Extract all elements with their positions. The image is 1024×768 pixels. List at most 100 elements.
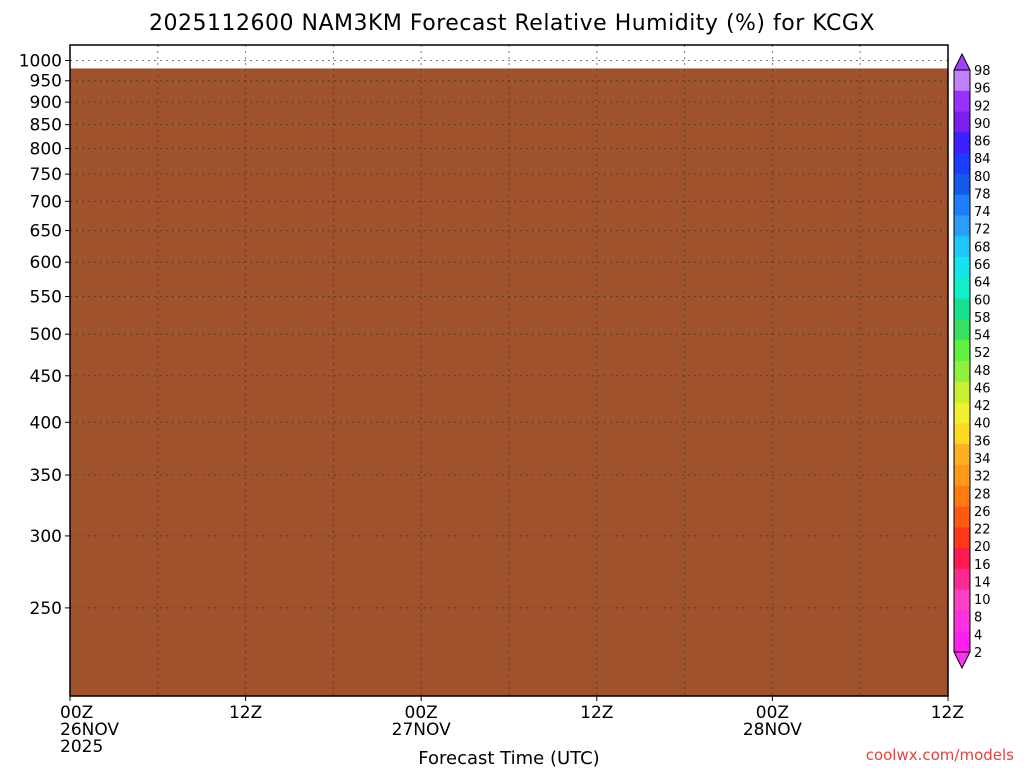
y-tick-label: 950 (30, 72, 62, 92)
y-tick-label: 400 (30, 413, 62, 433)
x-tick-label: 12Z (580, 703, 613, 723)
x-tick-label: 12Z (931, 703, 964, 723)
colorbar-swatch (954, 506, 970, 528)
x-tick-label: 00Z (60, 703, 93, 723)
colorbar-max-arrow (953, 52, 971, 71)
colorbar-label: 58 (974, 311, 991, 326)
colorbar-label: 74 (974, 205, 991, 220)
y-tick-label: 250 (30, 599, 62, 619)
chart-title: 2025112600 NAM3KM Forecast Relative Humi… (149, 11, 875, 36)
colorbar-label: 78 (974, 187, 991, 202)
colorbar-label: 98 (974, 64, 991, 79)
plot-area (70, 45, 948, 696)
colorbar-label: 86 (974, 135, 991, 150)
y-tick-label: 550 (30, 288, 62, 308)
colorbar-swatch (954, 631, 970, 653)
x-tick-label: 27NOV (392, 720, 451, 740)
colorbar-label: 16 (974, 558, 991, 573)
colorbar-label: 28 (974, 487, 991, 502)
colorbar-label: 14 (974, 575, 991, 590)
credit-text: coolwx.com/models (866, 746, 1014, 764)
colorbar-swatch (954, 90, 970, 113)
colorbar-label: 96 (974, 82, 991, 97)
colorbar-swatch (954, 548, 970, 570)
colorbar-swatch (954, 153, 970, 175)
y-tick-label: 650 (30, 222, 62, 242)
colorbar-swatch (954, 215, 970, 237)
colorbar-label: 54 (974, 329, 991, 344)
colorbar-label: 68 (974, 240, 991, 255)
y-tick-label: 750 (30, 165, 62, 185)
x-tick-label: 00Z (756, 703, 789, 723)
y-tick-label: 700 (30, 192, 62, 212)
colorbar-label: 10 (974, 593, 991, 608)
y-tick-label: 850 (30, 116, 62, 136)
colorbar-swatch (954, 277, 970, 300)
colorbar-swatch (954, 340, 970, 362)
colorbar-swatch (954, 610, 970, 632)
colorbar-min-arrow (953, 651, 971, 670)
colorbar-label: 84 (974, 152, 991, 167)
colorbar-swatch (954, 173, 970, 196)
colorbar: 9896929086848078747268666460585452484642… (953, 52, 991, 670)
colorbar-swatch (954, 319, 970, 341)
x-axis-label: Forecast Time (UTC) (418, 748, 599, 768)
y-tick-label: 300 (30, 527, 62, 547)
colorbar-label: 4 (974, 628, 982, 643)
colorbar-swatch (954, 236, 970, 258)
x-tick-label: 00Z (405, 703, 438, 723)
colorbar-swatch (954, 257, 970, 279)
colorbar-label: 20 (974, 540, 991, 555)
x-tick-label: 28NOV (743, 720, 802, 740)
y-tick-label: 350 (30, 466, 62, 486)
colorbar-label: 64 (974, 276, 991, 291)
x-tick-label: 26NOV (60, 720, 119, 740)
colorbar-swatch (954, 132, 970, 154)
colorbar-swatch (954, 194, 970, 217)
colorbar-label: 8 (974, 611, 982, 626)
colorbar-swatch (954, 381, 970, 404)
colorbar-swatch (954, 298, 970, 321)
y-tick-label: 500 (30, 325, 62, 345)
colorbar-label: 22 (974, 523, 991, 538)
colorbar-label: 34 (974, 452, 991, 467)
colorbar-label: 26 (974, 505, 991, 520)
colorbar-label: 32 (974, 470, 991, 485)
colorbar-label: 36 (974, 434, 991, 449)
colorbar-frame (953, 69, 971, 653)
y-tick-label: 1000 (19, 51, 62, 71)
colorbar-label: 42 (974, 399, 991, 414)
colorbar-label: 2 (974, 646, 982, 661)
colorbar-swatch (954, 568, 970, 591)
colorbar-swatch (954, 70, 970, 92)
y-tick-label: 800 (30, 140, 62, 160)
colorbar-label: 40 (974, 417, 991, 432)
colorbar-swatch (954, 527, 970, 549)
colorbar-label: 52 (974, 346, 991, 361)
colorbar-swatch (954, 111, 970, 133)
colorbar-label: 48 (974, 364, 991, 379)
colorbar-swatch (954, 444, 970, 466)
colorbar-label: 60 (974, 293, 991, 308)
grid-lines (70, 45, 948, 696)
colorbar-swatch (954, 589, 970, 612)
y-tick-label: 450 (30, 367, 62, 387)
colorbar-label: 92 (974, 99, 991, 114)
y-tick-label: 600 (30, 253, 62, 273)
colorbar-swatch (954, 485, 970, 508)
colorbar-swatch (954, 464, 970, 487)
colorbar-label: 46 (974, 381, 991, 396)
colorbar-label: 66 (974, 258, 991, 273)
colorbar-swatch (954, 402, 970, 424)
colorbar-label: 72 (974, 223, 991, 238)
x-tick-label: 12Z (229, 703, 262, 723)
colorbar-swatch (954, 361, 970, 383)
colorbar-label: 80 (974, 170, 991, 185)
colorbar-label: 90 (974, 117, 991, 132)
x-tick-label: 2025 (60, 737, 103, 757)
y-tick-label: 900 (30, 93, 62, 113)
plot-frame (69, 44, 949, 697)
colorbar-swatch (954, 423, 970, 445)
